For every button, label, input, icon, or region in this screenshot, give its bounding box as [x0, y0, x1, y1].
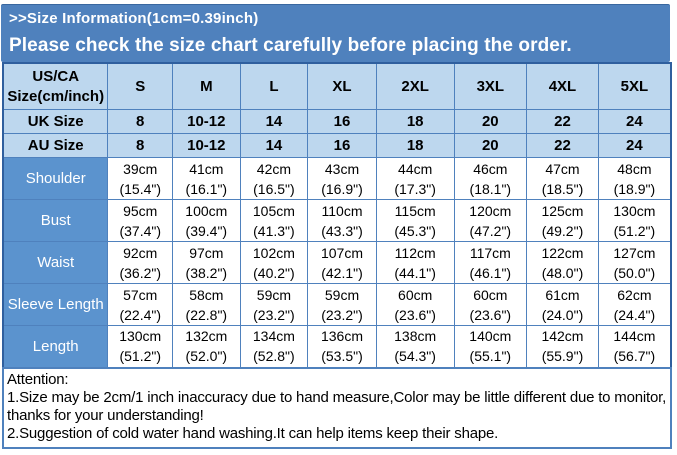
size-cell: 10-12: [172, 109, 241, 134]
measure-cell: 117cm (46.1"): [453, 241, 528, 284]
measure-cell: 61cm (24.0"): [526, 283, 599, 326]
column-header-cell: S: [107, 62, 174, 110]
row-label: UK Size: [2, 109, 109, 134]
measure-cell: 58cm (22.8"): [172, 283, 241, 326]
measure-cell: 59cm (23.2"): [307, 283, 377, 326]
size-cell: 20: [453, 109, 528, 134]
measure-cell: 59cm (23.2"): [239, 283, 309, 326]
measure-cell: 107cm (42.1"): [307, 241, 377, 284]
size-cell: 24: [597, 109, 672, 134]
measure-cell: 41cm (16.1"): [172, 157, 241, 200]
table-row: Sleeve Length 57cm (22.4") 58cm (22.8") 59c…: [2, 283, 672, 326]
measure-cell: 60cm (23.6"): [453, 283, 528, 326]
row-label: AU Size: [2, 133, 109, 158]
table-row: UK Size 8 10-12 14 16 18 20 22 24: [2, 109, 672, 134]
measure-cell: 115cm (45.3"): [375, 199, 455, 242]
column-header-cell: 5XL: [597, 62, 672, 110]
measure-cell: 105cm (41.3"): [239, 199, 309, 242]
column-header-cell: M: [172, 62, 241, 110]
attention-note: 1.Size may be 2cm/1 inch inaccuracy due …: [7, 388, 667, 424]
attention-title: Attention:: [7, 370, 69, 388]
column-header-cell: 3XL: [453, 62, 528, 110]
column-header-cell: 4XL: [526, 62, 599, 110]
measure-cell: 97cm (38.2"): [172, 241, 241, 284]
size-cell: 14: [239, 133, 309, 158]
measure-cell: 122cm (48.0"): [526, 241, 599, 284]
measure-cell: 134cm (52.8"): [239, 325, 309, 368]
measure-cell: 95cm (37.4"): [107, 199, 174, 242]
row-label: Bust: [2, 199, 109, 242]
measure-cell: 47cm (18.5"): [526, 157, 599, 200]
size-cell: 18: [375, 133, 455, 158]
measure-cell: 142cm (55.9"): [526, 325, 599, 368]
measure-cell: 140cm (55.1"): [453, 325, 528, 368]
measure-cell: 100cm (39.4"): [172, 199, 241, 242]
measure-cell: 44cm (17.3"): [375, 157, 455, 200]
measure-cell: 132cm (52.0"): [172, 325, 241, 368]
row-label: Sleeve Length: [2, 283, 109, 326]
size-cell: 16: [307, 109, 377, 134]
table-row: AU Size 8 10-12 14 16 18 20 22 24: [2, 133, 672, 158]
size-chart-header: US/CA Size(cm/inch) S M L XL 2XL 3XL 4XL 5XL: [2, 62, 672, 110]
table-row: Bust 95cm (37.4") 100cm (39.4") 105cm (41.3…: [2, 199, 672, 242]
size-cell: 18: [375, 109, 455, 134]
row-label: Waist: [2, 241, 109, 284]
size-cell: 22: [526, 133, 599, 158]
measure-cell: 120cm (47.2"): [453, 199, 528, 242]
measure-cell: 138cm (54.3"): [375, 325, 455, 368]
attention-box: Attention: 1.Size may be 2cm/1 inch inac…: [2, 366, 672, 449]
measure-cell: 130cm (51.2"): [107, 325, 174, 368]
measure-cell: 60cm (23.6"): [375, 283, 455, 326]
size-cell: 24: [597, 133, 672, 158]
banner-subtitle: Please check the size chart carefully be…: [9, 35, 572, 56]
column-header-cell: L: [239, 62, 309, 110]
measure-cell: 127cm (50.0"): [597, 241, 672, 284]
measure-cell: 125cm (49.2"): [526, 199, 599, 242]
size-information-banner: >>Size Information(1cm=0.39inch) Please …: [1, 4, 670, 62]
measure-cell: 46cm (18.1"): [453, 157, 528, 200]
size-cell: 22: [526, 109, 599, 134]
attention-note: 2.Suggestion of cold water hand washing.…: [7, 424, 499, 442]
size-chart-table: US/CA Size(cm/inch) S M L XL 2XL 3XL 4XL 5XL UK …: [2, 62, 672, 369]
measure-cell: 57cm (22.4"): [107, 283, 174, 326]
measure-cell: 48cm (18.9"): [597, 157, 672, 200]
size-cell: 14: [239, 109, 309, 134]
banner-title: >>Size Information(1cm=0.39inch): [9, 10, 259, 27]
corner-header-cell: US/CA Size(cm/inch): [2, 62, 109, 110]
row-label: Shoulder: [2, 157, 109, 200]
measure-cell: 42cm (16.5"): [239, 157, 309, 200]
table-row: Shoulder 39cm (15.4") 41cm (16.1") 42cm (16…: [2, 157, 672, 200]
size-chart-body: UK Size 8 10-12 14 16 18 20 22 24 AU Size 8 10-12 14…: [2, 109, 672, 368]
measure-cell: 43cm (16.9"): [307, 157, 377, 200]
measure-cell: 92cm (36.2"): [107, 241, 174, 284]
measure-cell: 144cm (56.7"): [597, 325, 672, 368]
measure-cell: 130cm (51.2"): [597, 199, 672, 242]
row-label: Length: [2, 325, 109, 368]
measure-cell: 110cm (43.3"): [307, 199, 377, 242]
table-row: Waist 92cm (36.2") 97cm (38.2") 102cm (40.2…: [2, 241, 672, 284]
size-cell: 20: [453, 133, 528, 158]
size-cell: 16: [307, 133, 377, 158]
measure-cell: 39cm (15.4"): [107, 157, 174, 200]
size-cell: 8: [107, 109, 174, 134]
header-row: US/CA Size(cm/inch) S M L XL 2XL 3XL 4XL 5XL: [2, 62, 672, 110]
measure-cell: 136cm (53.5"): [307, 325, 377, 368]
table-row: Length 130cm (51.2") 132cm (52.0") 134cm (5…: [2, 325, 672, 368]
measure-cell: 102cm (40.2"): [239, 241, 309, 284]
measure-cell: 112cm (44.1"): [375, 241, 455, 284]
size-cell: 8: [107, 133, 174, 158]
column-header-cell: XL: [307, 62, 377, 110]
size-cell: 10-12: [172, 133, 241, 158]
measure-cell: 62cm (24.4"): [597, 283, 672, 326]
column-header-cell: 2XL: [375, 62, 455, 110]
